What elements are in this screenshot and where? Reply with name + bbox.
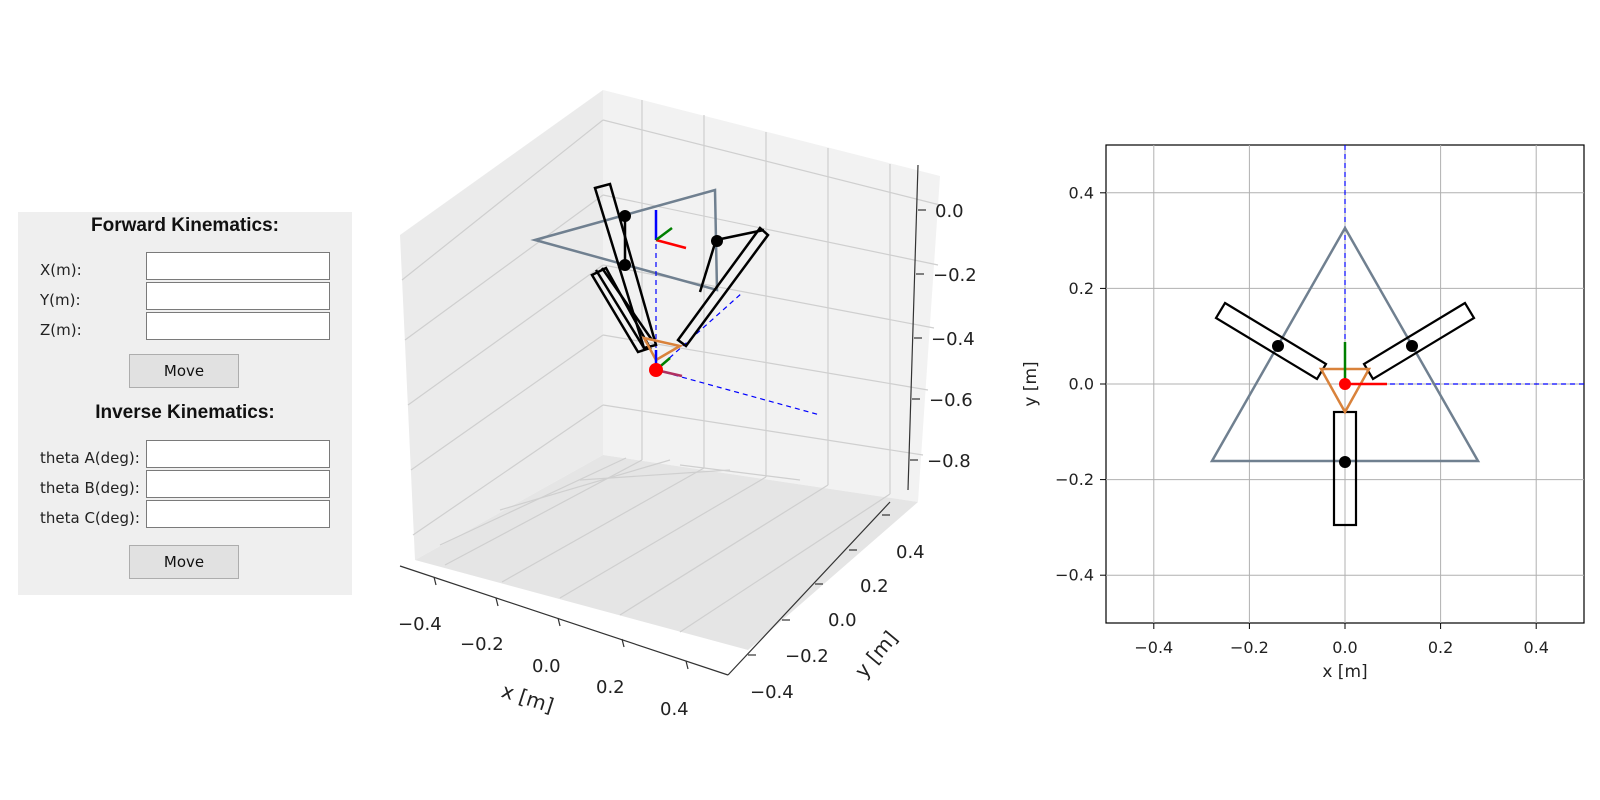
- grid-lines-2d: [1106, 145, 1584, 623]
- x-label: X(m):: [40, 261, 82, 279]
- end-effector-2d: [1339, 378, 1351, 390]
- y-tick-2: 0.0: [828, 610, 857, 631]
- x2-tick-1: −0.2: [1230, 638, 1269, 657]
- leg-b-2d: [1362, 301, 1476, 381]
- y2-tick-0: 0.4: [1069, 184, 1094, 203]
- theta-a-input[interactable]: [146, 440, 330, 468]
- y-tick-4: −0.4: [750, 682, 794, 703]
- x-tick-2: 0.0: [532, 656, 561, 677]
- y-label: Y(m):: [40, 291, 81, 309]
- z-tick-2: −0.4: [931, 329, 975, 350]
- y-tick-labels: 0.4 0.2 0.0 −0.2 −0.4: [750, 542, 925, 703]
- robot-legs-3d: [590, 182, 770, 354]
- z-tick-1: −0.2: [933, 265, 977, 286]
- y2-tick-1: 0.2: [1069, 279, 1094, 298]
- y-tick-3: −0.2: [785, 646, 829, 667]
- z-label: Z(m):: [40, 321, 82, 339]
- y-tick-0: 0.4: [896, 542, 925, 563]
- x2-tick-3: 0.2: [1428, 638, 1453, 657]
- z-tick-3: −0.6: [929, 390, 973, 411]
- theta-b-input[interactable]: [146, 470, 330, 498]
- y-axis-label-3d: y [m]: [850, 626, 903, 682]
- z-tick-4: −0.8: [927, 451, 971, 472]
- inverse-move-button[interactable]: Move: [129, 545, 239, 579]
- y2-tick-4: −0.4: [1055, 566, 1094, 585]
- guide-lines-3d: [655, 235, 821, 416]
- pane-floor: [415, 455, 918, 650]
- base-frame-axes-3d: [654, 210, 687, 250]
- joint-dots-2d: [1272, 340, 1418, 468]
- platform-frame-axes-2d: [1343, 342, 1387, 386]
- x-tick-1: −0.2: [460, 634, 504, 655]
- y-input[interactable]: [146, 282, 330, 310]
- x-tick-labels-2d: −0.4 −0.2 0.0 0.2 0.4: [1134, 638, 1549, 657]
- inverse-kinematics-heading: Inverse Kinematics:: [95, 402, 275, 423]
- tick-marks-2d: [1100, 192, 1537, 629]
- x2-tick-4: 0.4: [1523, 638, 1548, 657]
- kinematics-control-panel: Forward Kinematics: X(m): Y(m): Z(m): Mo…: [18, 212, 352, 595]
- z-tick-marks: [910, 209, 926, 461]
- y-axis-label-2d: y [m]: [1021, 361, 1041, 406]
- z-input[interactable]: [146, 312, 330, 340]
- pane-back: [603, 90, 940, 502]
- joint-dots-3d: [619, 210, 723, 271]
- forward-kinematics-heading: Forward Kinematics:: [91, 215, 279, 236]
- y-tick-marks: [748, 514, 890, 656]
- grid-lines: [401, 100, 941, 633]
- robot-3d-plot[interactable]: 0.0 −0.2 −0.4 −0.6 −0.8 −0.4 −0.2 0.0 0.…: [360, 70, 1000, 750]
- theta-c-label: theta C(deg):: [40, 509, 140, 527]
- leg-a-2d: [1214, 301, 1328, 381]
- axes-lines: [399, 164, 919, 676]
- x2-tick-2: 0.0: [1332, 638, 1357, 657]
- x-input[interactable]: [146, 252, 330, 280]
- theta-a-label: theta A(deg):: [40, 449, 140, 467]
- x-axis-label-2d: x [m]: [1322, 662, 1367, 682]
- x-tick-marks: [433, 576, 689, 670]
- y-tick-1: 0.2: [860, 576, 889, 597]
- x-tick-labels: −0.4 −0.2 0.0 0.2 0.4: [398, 614, 689, 720]
- z-tick-labels: 0.0 −0.2 −0.4 −0.6 −0.8: [927, 201, 977, 472]
- y-tick-labels-2d: 0.4 0.2 0.0 −0.2 −0.4: [1055, 184, 1094, 585]
- theta-c-input[interactable]: [146, 500, 330, 528]
- x-tick-4: 0.4: [660, 699, 689, 720]
- x-tick-0: −0.4: [398, 614, 442, 635]
- y2-tick-3: −0.2: [1055, 470, 1094, 489]
- forward-move-button[interactable]: Move: [129, 354, 239, 388]
- z-tick-0: 0.0: [935, 201, 964, 222]
- y2-tick-2: 0.0: [1069, 375, 1094, 394]
- x-tick-3: 0.2: [596, 677, 625, 698]
- x-axis-label-3d: x [m]: [499, 678, 557, 717]
- end-effector-3d: [649, 363, 663, 377]
- x2-tick-0: −0.4: [1134, 638, 1173, 657]
- platform-3d: [641, 336, 684, 362]
- theta-b-label: theta B(deg):: [40, 479, 140, 497]
